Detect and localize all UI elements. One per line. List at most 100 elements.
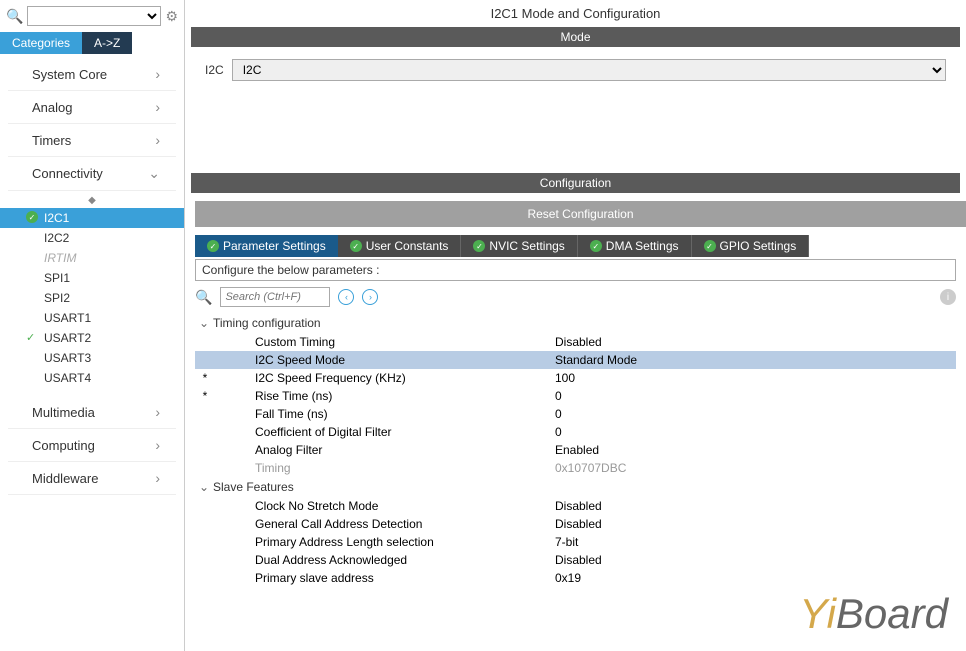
- peripheral-usart2[interactable]: ✓ USART2: [0, 328, 184, 348]
- chevron-right-icon: ›: [155, 99, 160, 115]
- parameter-row[interactable]: Timing0x10707DBC: [195, 459, 956, 477]
- peripheral-spi1[interactable]: SPI1: [0, 268, 184, 288]
- parameter-search-row: 🔍 ‹ › i: [185, 281, 966, 313]
- parameter-value[interactable]: 100: [555, 371, 956, 385]
- next-match-button[interactable]: ›: [362, 289, 378, 305]
- peripheral-i2c2[interactable]: I2C2: [0, 228, 184, 248]
- watermark-yi: Yi: [799, 590, 836, 637]
- peripheral-usart3[interactable]: USART3: [0, 348, 184, 368]
- tab-az[interactable]: A->Z: [82, 32, 132, 54]
- parameter-row[interactable]: *Rise Time (ns)0: [195, 387, 956, 405]
- check-icon: ✓: [350, 240, 362, 252]
- chevron-right-icon: ›: [155, 132, 160, 148]
- modified-indicator: [195, 499, 215, 513]
- chevron-right-icon: ›: [155, 470, 160, 486]
- parameter-row[interactable]: Fall Time (ns)0: [195, 405, 956, 423]
- watermark-board: Board: [836, 590, 948, 637]
- modified-indicator: [195, 553, 215, 567]
- tab-label: User Constants: [366, 239, 449, 253]
- configure-hint: Configure the below parameters :: [195, 259, 956, 281]
- modified-indicator: [195, 353, 215, 367]
- parameter-value[interactable]: Disabled: [555, 335, 956, 349]
- parameter-value[interactable]: 0x19: [555, 571, 956, 585]
- info-icon[interactable]: i: [940, 289, 956, 305]
- category-analog[interactable]: Analog ›: [8, 91, 176, 124]
- chevron-right-icon: ›: [155, 66, 160, 82]
- parameter-row[interactable]: I2C Speed ModeStandard Mode: [195, 351, 956, 369]
- parameter-row[interactable]: Custom TimingDisabled: [195, 333, 956, 351]
- tab-user-constants[interactable]: ✓ User Constants: [338, 235, 462, 257]
- modified-indicator: [195, 535, 215, 549]
- parameter-label: Custom Timing: [255, 335, 555, 349]
- prev-match-button[interactable]: ‹: [338, 289, 354, 305]
- modified-indicator: [195, 425, 215, 439]
- category-multimedia[interactable]: Multimedia ›: [8, 396, 176, 429]
- parameter-value[interactable]: 0: [555, 389, 956, 403]
- category-computing[interactable]: Computing ›: [8, 429, 176, 462]
- parameter-value[interactable]: 0: [555, 407, 956, 421]
- peripheral-i2c1[interactable]: ✓ I2C1: [0, 208, 184, 228]
- parameter-value[interactable]: Disabled: [555, 553, 956, 567]
- peripheral-label: USART4: [44, 371, 91, 385]
- parameter-row[interactable]: Analog FilterEnabled: [195, 441, 956, 459]
- tab-gpio-settings[interactable]: ✓ GPIO Settings: [692, 235, 810, 257]
- collapse-arrow-icon[interactable]: ◆: [0, 193, 184, 208]
- parameter-row[interactable]: General Call Address DetectionDisabled: [195, 515, 956, 533]
- tab-nvic-settings[interactable]: ✓ NVIC Settings: [461, 235, 577, 257]
- chevron-right-icon: ›: [155, 437, 160, 453]
- category-connectivity[interactable]: Connectivity ⌄: [8, 157, 176, 191]
- check-icon: ✓: [473, 240, 485, 252]
- group-timing-configuration[interactable]: Timing configuration: [195, 313, 956, 333]
- tab-parameter-settings[interactable]: ✓ Parameter Settings: [195, 235, 338, 257]
- peripheral-filter-combo[interactable]: [27, 6, 161, 26]
- parameter-search-input[interactable]: [220, 287, 330, 307]
- chevron-right-icon: ›: [155, 404, 160, 420]
- category-label: Computing: [32, 438, 95, 453]
- sidebar-toolbar: 🔍 ⚙: [0, 0, 184, 32]
- category-label: System Core: [32, 67, 107, 82]
- modified-indicator: [195, 443, 215, 457]
- reset-configuration-button[interactable]: Reset Configuration: [195, 201, 966, 227]
- tab-dma-settings[interactable]: ✓ DMA Settings: [578, 235, 692, 257]
- i2c-mode-select[interactable]: I2C: [232, 59, 946, 81]
- parameter-value[interactable]: Disabled: [555, 499, 956, 513]
- peripheral-usart1[interactable]: USART1: [0, 308, 184, 328]
- parameter-label: Timing: [255, 461, 555, 475]
- mode-label: I2C: [205, 63, 224, 77]
- parameter-value[interactable]: 0x10707DBC: [555, 461, 956, 475]
- peripheral-spi2[interactable]: SPI2: [0, 288, 184, 308]
- category-label: Analog: [32, 100, 72, 115]
- configuration-header: Configuration: [191, 173, 960, 193]
- parameter-row[interactable]: *I2C Speed Frequency (KHz)100: [195, 369, 956, 387]
- parameter-value[interactable]: Disabled: [555, 517, 956, 531]
- group-slave-features[interactable]: Slave Features: [195, 477, 956, 497]
- peripheral-usart4[interactable]: USART4: [0, 368, 184, 388]
- settings-tabs: ✓ Parameter Settings ✓ User Constants ✓ …: [195, 235, 956, 257]
- category-system-core[interactable]: System Core ›: [8, 58, 176, 91]
- category-timers[interactable]: Timers ›: [8, 124, 176, 157]
- tab-categories[interactable]: Categories: [0, 32, 82, 54]
- search-icon[interactable]: 🔍: [6, 8, 23, 25]
- parameter-value[interactable]: Enabled: [555, 443, 956, 457]
- parameter-row[interactable]: Primary slave address0x19: [195, 569, 956, 587]
- parameter-value[interactable]: 7-bit: [555, 535, 956, 549]
- category-label: Middleware: [32, 471, 98, 486]
- parameter-label: General Call Address Detection: [255, 517, 555, 531]
- modified-indicator: [195, 407, 215, 421]
- parameter-row[interactable]: Primary Address Length selection7-bit: [195, 533, 956, 551]
- parameter-label: Primary Address Length selection: [255, 535, 555, 549]
- sidebar-tabs: Categories A->Z: [0, 32, 184, 54]
- search-icon[interactable]: 🔍: [195, 289, 212, 306]
- category-middleware[interactable]: Middleware ›: [8, 462, 176, 495]
- parameter-row[interactable]: Coefficient of Digital Filter0: [195, 423, 956, 441]
- parameter-row[interactable]: Dual Address AcknowledgedDisabled: [195, 551, 956, 569]
- sidebar: 🔍 ⚙ Categories A->Z System Core › Analog…: [0, 0, 185, 651]
- peripheral-irtim[interactable]: IRTIM: [0, 248, 184, 268]
- parameter-value[interactable]: 0: [555, 425, 956, 439]
- tab-label: NVIC Settings: [489, 239, 564, 253]
- modified-indicator: [195, 517, 215, 531]
- parameter-row[interactable]: Clock No Stretch ModeDisabled: [195, 497, 956, 515]
- parameter-value[interactable]: Standard Mode: [555, 353, 956, 367]
- peripheral-label: I2C1: [44, 211, 69, 225]
- gear-icon[interactable]: ⚙: [165, 8, 178, 25]
